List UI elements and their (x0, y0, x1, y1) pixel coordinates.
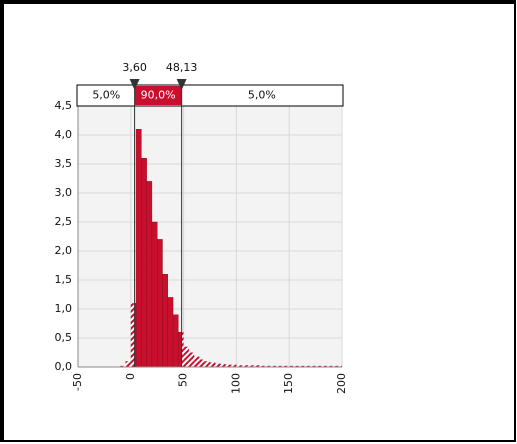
bar (199, 359, 205, 367)
x-tick-label: 200 (335, 373, 348, 394)
y-tick-label: 0,0 (55, 360, 73, 373)
region-label: 5,0% (92, 89, 120, 102)
bar (188, 352, 195, 367)
plot-background (78, 106, 342, 367)
delimiter-marker (176, 79, 187, 90)
y-tick-label: 2,0 (55, 244, 73, 257)
bar (220, 364, 226, 367)
bar (294, 365, 300, 367)
bar-highlight (135, 128, 142, 368)
bar (204, 361, 210, 367)
x-tick-label: 50 (177, 373, 190, 387)
y-tick-label: 2,5 (55, 215, 73, 228)
bar (215, 363, 221, 367)
bar-highlight (141, 157, 147, 368)
bar (231, 364, 237, 367)
highlight-group (134, 128, 182, 368)
bar-highlight (146, 181, 153, 368)
bar (183, 346, 189, 367)
x-tick-label: 0 (124, 373, 137, 380)
bar (246, 365, 253, 367)
bar (252, 365, 258, 367)
bar-highlight (162, 274, 168, 368)
bar (326, 365, 332, 367)
delimiter-marker (129, 79, 140, 90)
bar (310, 365, 316, 367)
region-label: 90,0% (141, 89, 176, 102)
bar (210, 362, 216, 367)
delimiter-label: 48,13 (166, 61, 198, 74)
y-tick-label: 3,5 (55, 157, 73, 170)
bar (315, 365, 321, 367)
bar (305, 365, 311, 367)
bar-highlight (172, 314, 179, 368)
y-tick-label: 1,5 (55, 273, 73, 286)
bar (268, 365, 274, 367)
bar (289, 365, 295, 367)
bar (331, 365, 337, 367)
bar (262, 365, 269, 367)
x-tick-label: 150 (282, 373, 295, 394)
bar (320, 365, 327, 367)
bar (299, 365, 306, 367)
y-tick-label: 4,5 (55, 99, 73, 112)
x-tick-label: 100 (229, 373, 242, 394)
bar (236, 365, 242, 367)
bar (194, 356, 200, 367)
bar-highlight (167, 297, 174, 368)
delimiter-label: 3,60 (122, 61, 147, 74)
bar (125, 361, 131, 367)
bar (283, 365, 290, 367)
y-tick-label: 4,0 (55, 128, 73, 141)
x-tick-label: -50 (71, 373, 84, 391)
bar-highlight (156, 239, 163, 368)
y-tick-label: 0,5 (55, 331, 73, 344)
bar (241, 365, 247, 367)
bar-highlight (151, 221, 158, 368)
bar (278, 365, 284, 367)
bar (225, 364, 232, 367)
bar (130, 303, 137, 367)
y-tick-label: 1,0 (55, 302, 73, 315)
y-tick-label: 3,0 (55, 186, 73, 199)
bar (273, 365, 279, 367)
middle-region (134, 86, 182, 105)
bar (120, 365, 126, 367)
bar (336, 365, 342, 367)
bar (257, 365, 263, 367)
region-label: 5,0% (248, 89, 276, 102)
